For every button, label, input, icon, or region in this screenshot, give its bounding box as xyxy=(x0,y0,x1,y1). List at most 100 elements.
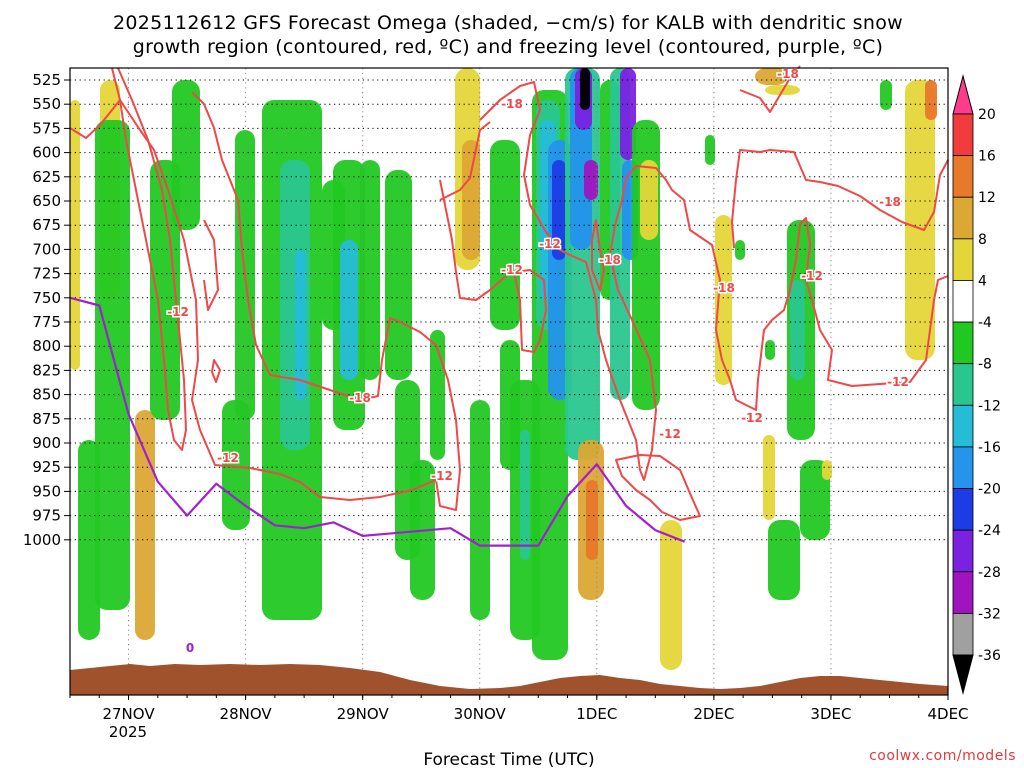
freezing-level-contour xyxy=(69,296,686,547)
omega-shade-cell xyxy=(755,68,788,85)
contour-label: 0 xyxy=(186,641,194,655)
dgz-contour-line xyxy=(513,269,547,353)
colorbar-segment xyxy=(952,446,974,489)
x-tick-label: 29NOV xyxy=(337,705,390,723)
colorbar-label: -16 xyxy=(978,440,1001,456)
omega-shade-cell xyxy=(360,160,380,380)
colorbar-segment xyxy=(952,113,974,157)
contour-label: -12 xyxy=(741,411,763,425)
colorbar-label: -28 xyxy=(978,565,1001,581)
freezing-level-line xyxy=(69,296,686,547)
omega-shade-cell xyxy=(78,440,100,640)
omega-shade-cell xyxy=(385,170,412,380)
plot-area: -12 -12 -12 -18 -12 -12 -18 -12 -18 -12 -12 -12 -18 -… xyxy=(69,65,949,696)
credit-text: coolwx.com/models xyxy=(869,748,1016,764)
x-axis-ticks: 27NOV 28NOV 29NOV 30NOV 1DEC 2DEC 3DEC 4DEC xyxy=(69,695,969,723)
y-tick-label: 900 xyxy=(32,434,61,452)
x-tick-year: 2025 xyxy=(109,723,147,741)
contour-label: -18 xyxy=(713,281,735,295)
omega-shade-cell xyxy=(70,100,80,370)
contour-label: -12 xyxy=(167,305,189,319)
colorbar-segment xyxy=(952,404,974,448)
contour-label: -18 xyxy=(599,253,621,267)
colorbar-label: 20 xyxy=(978,107,996,123)
y-tick-label: 650 xyxy=(32,192,61,210)
y-tick-label: 950 xyxy=(32,482,61,500)
x-tick-label: 28NOV xyxy=(220,705,273,723)
omega-shade-cell xyxy=(925,80,937,120)
omega-shade-cell xyxy=(172,80,200,230)
omega-shading xyxy=(70,68,937,670)
dgz-contour-line xyxy=(439,179,507,301)
omega-shade-cell xyxy=(822,460,832,480)
colorbar-label: -20 xyxy=(978,482,1001,498)
y-axis-ticks: 525 550 575 600 625 650 675 700 725 750 775 800 825 8… xyxy=(23,71,70,549)
dgz-contour-line xyxy=(615,454,701,521)
x-tick-label: 2DEC xyxy=(693,705,734,723)
y-tick-label: 875 xyxy=(32,410,61,428)
colorbar-segment xyxy=(952,612,974,656)
omega-shade-cell xyxy=(800,460,830,540)
colorbar-segment xyxy=(952,238,974,281)
contour-label: -12 xyxy=(801,269,823,283)
contour-label: -12 xyxy=(659,427,681,441)
omega-shade-cell xyxy=(880,80,892,110)
dgz-contour-line xyxy=(591,219,605,291)
omega-shade-cell xyxy=(660,520,682,670)
x-tick-label: 27NOV xyxy=(102,705,155,723)
contour-label: -12 xyxy=(217,451,239,465)
colorbar-segment xyxy=(952,363,974,406)
omega-shade-cell xyxy=(135,410,155,640)
omega-shade-cell xyxy=(768,520,800,600)
dgz-contour-line xyxy=(731,149,949,249)
contour-label: -12 xyxy=(887,375,909,389)
omega-shade-cell xyxy=(580,68,590,110)
colorbar-label: 8 xyxy=(978,232,987,248)
omega-shade-cell xyxy=(490,140,520,330)
contour-label: -18 xyxy=(501,97,523,111)
contour-label: -18 xyxy=(879,195,901,209)
contour-label: -12 xyxy=(431,469,453,483)
y-tick-label: 775 xyxy=(32,313,61,331)
dgz-contour-line xyxy=(211,359,221,383)
colorbar-segment xyxy=(952,155,974,198)
x-tick-label: 1DEC xyxy=(576,705,617,723)
contour-label: -18 xyxy=(777,67,799,81)
colorbar-segment xyxy=(952,571,974,614)
colorbar-segment xyxy=(952,529,974,573)
omega-shade-cell xyxy=(640,160,658,240)
colorbar: 20 16 12 8 4 -4 -8 -12 -16 -20 -24 -28 -32 -36 xyxy=(952,74,1001,695)
colorbar-segment xyxy=(952,488,974,531)
omega-shade-cell xyxy=(735,240,745,260)
contour-labels: -12 -12 -12 -18 -12 -12 -18 -12 -18 -12 -12 -12 -18 -… xyxy=(166,66,911,657)
omega-shade-cell xyxy=(905,80,935,360)
omega-shade-cell xyxy=(295,250,306,400)
omega-shade-cell xyxy=(95,120,130,610)
y-tick-label: 700 xyxy=(32,240,61,258)
omega-shade-cell xyxy=(222,400,250,530)
colorbar-label: 16 xyxy=(978,149,996,165)
contour-label: -12 xyxy=(539,237,561,251)
dgz-contours xyxy=(69,65,949,521)
y-tick-label: 525 xyxy=(32,71,61,89)
x-tick-label: 30NOV xyxy=(454,705,507,723)
chart-title-line-2: growth region (contoured, red, ºC) and f… xyxy=(133,36,884,58)
omega-shade-cell xyxy=(790,280,805,380)
y-tick-label: 800 xyxy=(32,337,61,355)
colorbar-label: 12 xyxy=(978,190,996,206)
colorbar-segment xyxy=(952,321,974,365)
y-tick-label: 625 xyxy=(32,168,61,186)
omega-shade-cell xyxy=(520,430,530,560)
omega-shade-cell xyxy=(763,435,775,520)
colorbar-label: -12 xyxy=(978,398,1001,414)
colorbar-label: -4 xyxy=(978,315,992,331)
dgz-contour-line xyxy=(203,219,219,311)
dgz-contour-line xyxy=(69,91,461,511)
x-axis-label: Forecast Time (UTC) xyxy=(423,750,594,768)
omega-shade-cell xyxy=(584,160,598,200)
omega-shade-cell xyxy=(552,160,566,260)
dgz-contour-line xyxy=(111,67,187,451)
colorbar-label: -8 xyxy=(978,357,992,373)
y-tick-label: 750 xyxy=(32,289,61,307)
